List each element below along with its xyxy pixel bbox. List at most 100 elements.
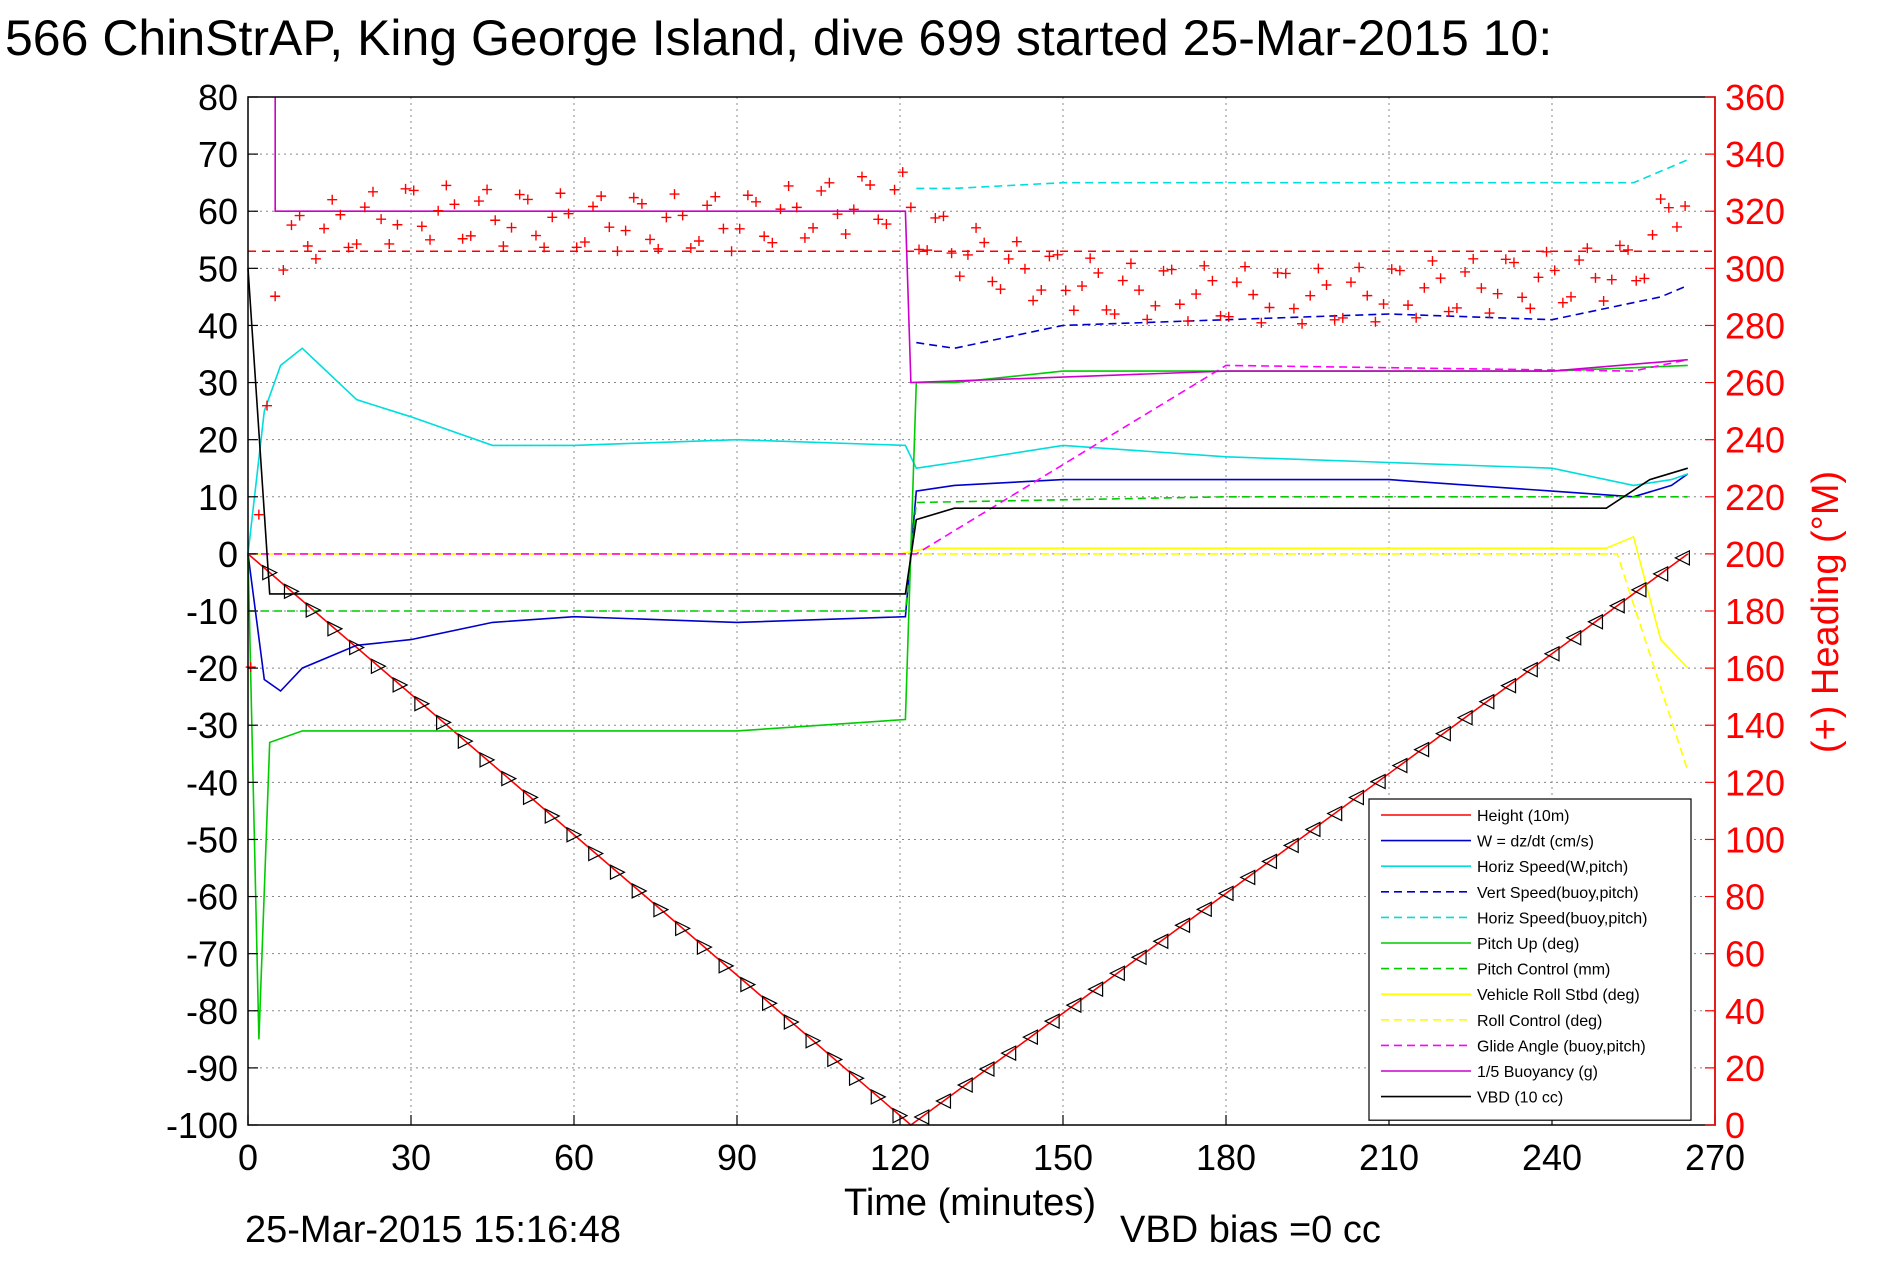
height-marker [1348,789,1365,806]
heading-point [1003,253,1014,264]
height-marker [740,976,757,993]
heading-point [1134,285,1145,296]
heading-point [1517,292,1528,303]
heading-point [1011,236,1022,247]
heading-point [465,230,476,241]
heading-point [962,249,973,260]
legend-label: Roll Control (deg) [1477,1013,1602,1030]
heading-point [547,212,558,223]
height-marker [414,695,431,712]
y2-axis-label: (+) Heading (°M) [1805,471,1847,753]
heading-point [1362,290,1373,301]
x-tick-label: 240 [1522,1137,1582,1178]
heading-point [840,229,851,240]
heading-point [1671,221,1682,232]
heading-point [1223,311,1234,322]
height-marker [1282,837,1299,854]
height-marker [262,564,279,581]
heading-point [751,196,762,207]
heading-point [262,400,273,411]
heading-point [1500,254,1511,265]
heading-point [718,223,729,234]
y2-tick-label: 280 [1725,305,1785,346]
heading-point [278,265,289,276]
y2-tick-label: 240 [1725,420,1785,461]
heading-point [588,201,599,212]
y2-tick-label: 20 [1725,1048,1765,1089]
heading-point [482,184,493,195]
height-marker [1261,853,1278,870]
legend-label: Vert Speed(buoy,pitch) [1477,885,1639,902]
series-line [916,159,1689,190]
height-marker [1152,933,1169,950]
series-line [247,268,1689,595]
y-tick-label: -30 [186,705,238,746]
heading-point [1052,249,1063,260]
height-marker [1478,693,1495,710]
height-marker [1022,1029,1039,1046]
heading-point [441,180,452,191]
heading-point [612,246,623,257]
heading-point [498,241,509,252]
heading-point [1191,289,1202,300]
heading-point [873,214,884,225]
heading-point [1117,275,1128,286]
heading-point [1623,244,1634,255]
heading-point [1288,303,1299,314]
heading-point [522,194,533,205]
y-tick-label: 80 [198,77,238,118]
series-line [248,495,1688,612]
heading-point [669,189,680,200]
y-tick-label: -100 [166,1105,238,1146]
heading-point [359,202,370,213]
heading-point [1028,295,1039,306]
heading-point [449,199,460,210]
heading-point [1085,253,1096,264]
heading-point [946,248,957,259]
height-marker [1195,901,1212,918]
heading-point [539,242,550,253]
heading-point [506,222,517,233]
heading-point [490,215,501,226]
heading-point [1508,257,1519,268]
heading-point [270,291,281,302]
heading-point [1403,300,1414,311]
x-tick-label: 30 [391,1137,431,1178]
height-marker [479,751,496,768]
heading-point [310,253,321,264]
heading-point [514,189,525,200]
y2-tick-label: 320 [1725,191,1785,232]
height-marker [1239,869,1256,886]
y2-tick-label: 140 [1725,705,1785,746]
heading-point [1337,312,1348,323]
heading-point [1313,263,1324,274]
heading-point [473,196,484,207]
y-tick-label: -80 [186,991,238,1032]
height-marker [653,901,670,918]
heading-point [1378,299,1389,310]
heading-point [1354,262,1365,273]
y-tick-label: 20 [198,420,238,461]
height-marker [1500,677,1517,694]
heading-point [1060,285,1071,296]
heading-point [702,200,713,211]
heading-point [816,185,827,196]
height-marker [588,845,605,862]
heading-point [767,237,778,248]
heading-point [286,220,297,231]
height-marker [1043,1013,1060,1030]
heading-point [1345,277,1356,288]
heading-point [1631,275,1642,286]
series-line [247,473,1689,693]
heading-point [1305,290,1316,301]
y2-tick-label: 160 [1725,648,1785,689]
heading-point [930,212,941,223]
height-marker [544,808,561,825]
height-marker [370,658,387,675]
y2-tick-label: 60 [1725,934,1765,975]
height-marker [1521,661,1538,678]
x-tick-label: 60 [554,1137,594,1178]
height-marker [1065,997,1082,1014]
heading-point [376,214,387,225]
heading-point [1240,261,1251,272]
